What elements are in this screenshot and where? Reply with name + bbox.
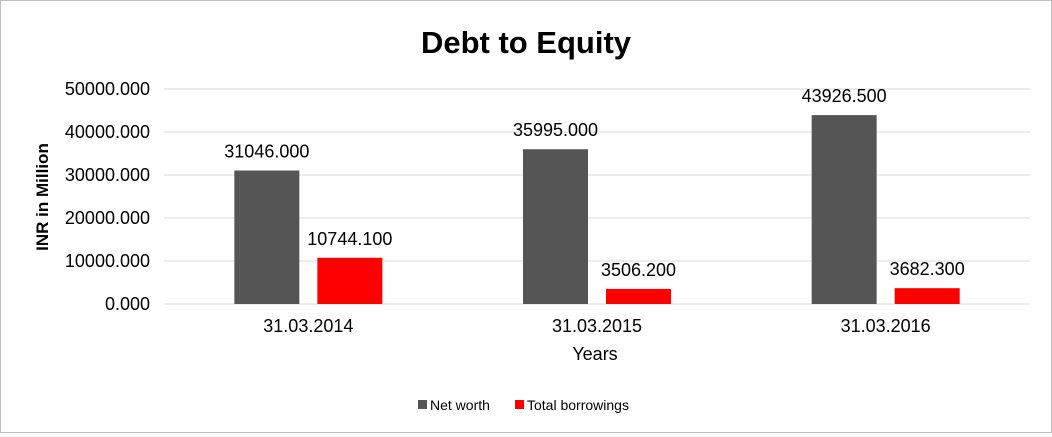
legend-label: Total borrowings — [527, 397, 629, 413]
y-tick-label: 10000.000 — [65, 251, 150, 271]
data-label: 35995.000 — [513, 120, 598, 140]
bar-net-worth — [523, 149, 588, 304]
data-labels: 31046.000 10744.100 35995.000 3506.200 43926… — [224, 86, 964, 280]
data-label: 10744.100 — [307, 229, 392, 249]
y-tick-label: 30000.000 — [65, 165, 150, 185]
legend: Net worth Total borrowings — [418, 397, 629, 413]
x-axis-categories: 31.03.2014 31.03.2015 31.03.2016 — [263, 316, 930, 336]
x-tick-label: 31.03.2015 — [552, 316, 642, 336]
bar-net-worth — [234, 170, 300, 304]
y-axis-ticks: 0.000 10000.000 20000.000 30000.000 40000.00… — [65, 79, 150, 314]
y-tick-label: 20000.000 — [65, 208, 150, 228]
data-label: 43926.500 — [802, 86, 887, 106]
y-tick-label: 0.000 — [105, 294, 150, 314]
data-label: 3682.300 — [890, 259, 965, 279]
legend-swatch — [515, 400, 524, 409]
y-axis-title: INR in Million — [33, 143, 52, 251]
bar-total-borrowings — [606, 288, 671, 304]
data-label: 3506.200 — [601, 260, 676, 280]
x-axis-title: Years — [572, 344, 617, 364]
legend-label: Net worth — [430, 397, 490, 413]
data-label: 31046.000 — [224, 142, 309, 162]
bar-total-borrowings — [894, 288, 960, 304]
legend-swatch — [418, 400, 427, 409]
x-tick-label: 31.03.2016 — [841, 316, 931, 336]
y-tick-label: 40000.000 — [65, 122, 150, 142]
bar-net-worth — [811, 115, 877, 304]
bars — [234, 115, 960, 304]
bar-total-borrowings — [317, 257, 383, 304]
y-tick-label: 50000.000 — [65, 79, 150, 99]
x-tick-label: 31.03.2014 — [263, 316, 353, 336]
gridlines — [164, 88, 1030, 305]
chart-title: Debt to Equity — [421, 25, 632, 60]
